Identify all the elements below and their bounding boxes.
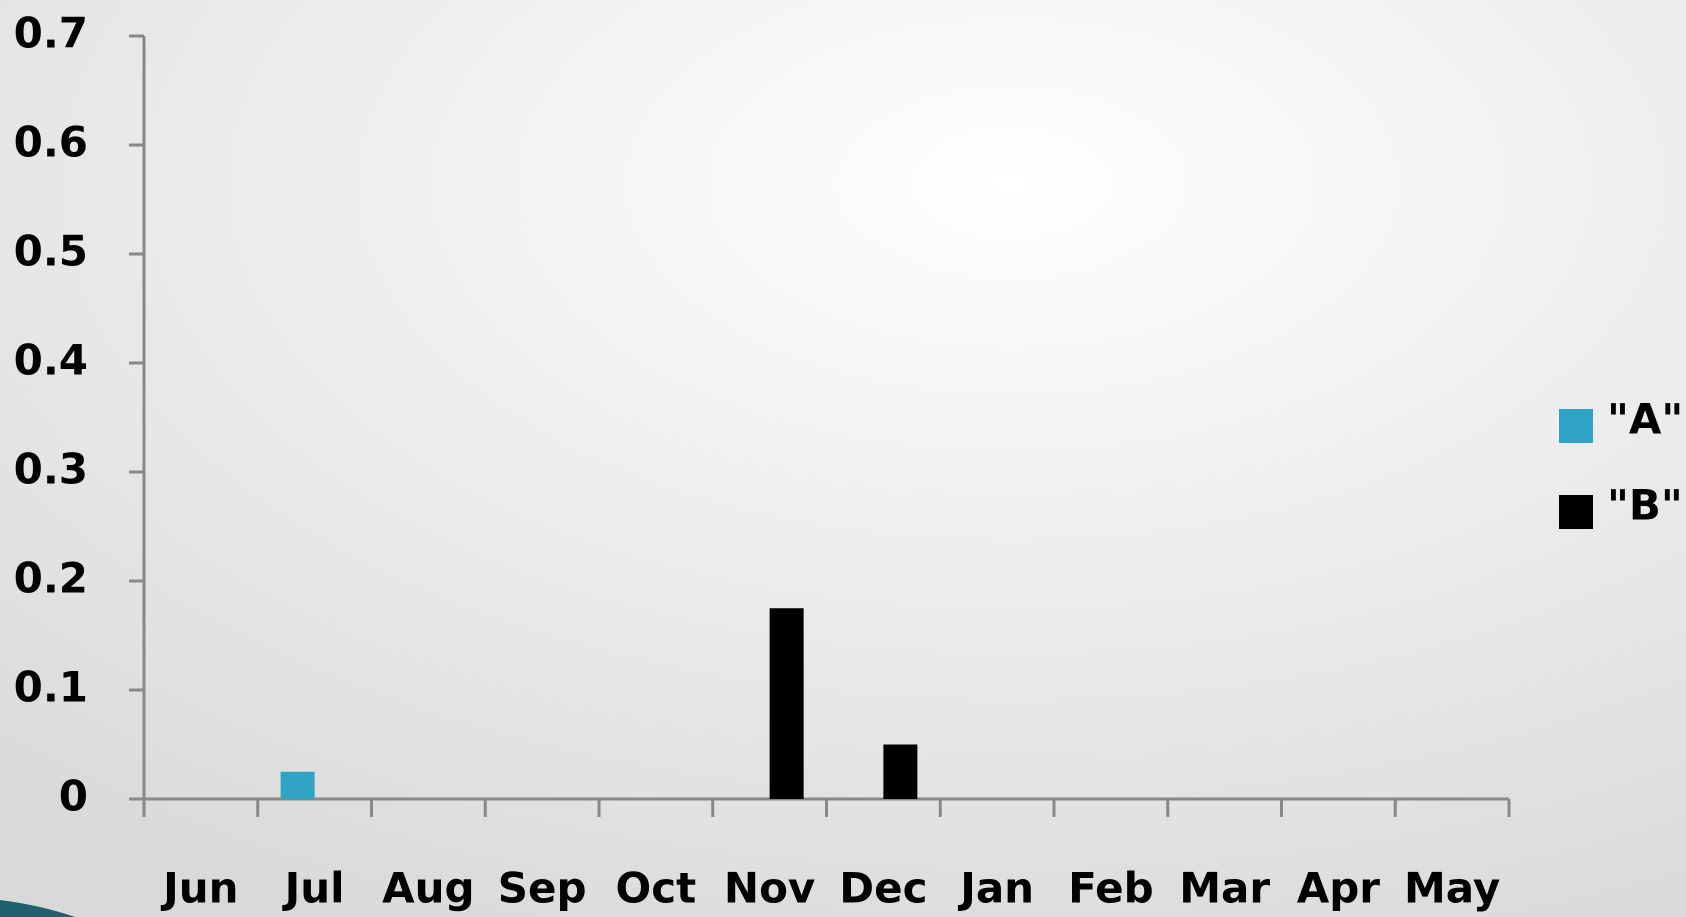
decor-swoosh bbox=[0, 900, 75, 917]
y-tick-label: 0.3 bbox=[14, 445, 88, 494]
y-tick-label: 0.5 bbox=[14, 227, 88, 276]
legend-label: "B" bbox=[1607, 481, 1683, 530]
y-tick-label: 0.7 bbox=[14, 9, 88, 58]
y-tick-label: 0 bbox=[59, 772, 88, 821]
bar bbox=[280, 771, 315, 799]
x-tick-label: Dec bbox=[839, 864, 927, 913]
x-tick-label: Sep bbox=[498, 864, 587, 913]
x-tick-label: Apr bbox=[1297, 864, 1381, 913]
x-tick-label: Jan bbox=[957, 864, 1034, 913]
x-tick-label: Aug bbox=[382, 864, 474, 913]
bar bbox=[769, 608, 804, 799]
x-tick-label: May bbox=[1404, 864, 1500, 913]
x-tick-label: Jul bbox=[282, 864, 345, 913]
y-tick-label: 0.2 bbox=[14, 554, 88, 603]
legend-swatch bbox=[1559, 495, 1593, 529]
y-tick-label: 0.4 bbox=[14, 336, 88, 385]
plot: 0 0.1 0.2 0.3 0.4 0.5 0.6 0.7 Jun Jul Aug Sep Oct Nov… bbox=[14, 9, 1684, 913]
x-tick-label: Oct bbox=[616, 864, 697, 913]
y-tick-label: 0.1 bbox=[14, 663, 88, 712]
x-tick-label: Feb bbox=[1068, 864, 1154, 913]
x-tick-label: Jun bbox=[160, 864, 238, 913]
y-tick-label: 0.6 bbox=[14, 118, 88, 167]
legend-swatch bbox=[1559, 409, 1593, 443]
x-tick-label: Nov bbox=[724, 864, 815, 913]
legend-label: "A" bbox=[1607, 395, 1683, 444]
x-tick-label: Mar bbox=[1179, 864, 1270, 913]
bar bbox=[883, 744, 918, 799]
